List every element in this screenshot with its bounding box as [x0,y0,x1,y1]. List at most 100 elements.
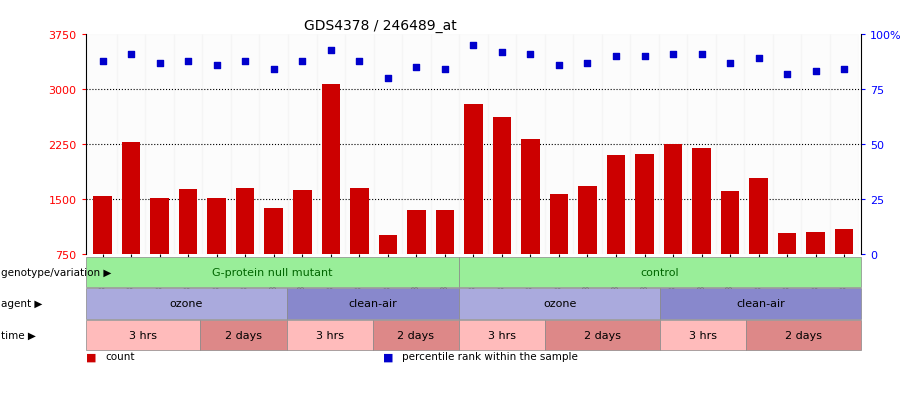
Bar [379,236,397,309]
Text: clean-air: clean-air [736,299,785,309]
Point [266,67,281,74]
Text: genotype/variation ▶: genotype/variation ▶ [1,267,112,278]
Point [808,69,823,76]
Bar [664,145,682,309]
Bar [207,199,226,309]
Bar [716,35,744,254]
Text: ■: ■ [382,351,393,361]
Bar [492,118,511,309]
Bar [407,210,426,309]
Point [552,62,566,69]
Text: ozone: ozone [543,299,576,309]
Bar [573,35,602,254]
Bar [265,208,283,309]
Bar [773,35,801,254]
Bar [293,190,311,309]
Bar [259,35,288,254]
Bar [231,35,259,254]
Title: GDS4378 / 246489_at: GDS4378 / 246489_at [304,19,456,33]
Point [210,62,224,69]
Bar [750,179,768,309]
Point [466,43,481,50]
Text: count: count [105,351,135,361]
Bar [150,199,169,309]
Point [352,58,366,65]
Bar [374,35,402,254]
Bar [122,142,140,309]
Bar [602,35,630,254]
Bar [692,148,711,309]
Bar [721,192,740,309]
Bar [659,35,688,254]
Bar [607,156,625,309]
Point [124,52,139,58]
Text: 3 hrs: 3 hrs [488,330,516,340]
Bar [202,35,231,254]
Bar [744,35,773,254]
Bar [778,234,796,309]
Bar [317,35,345,254]
Bar [459,35,488,254]
Point [152,60,166,67]
Bar [288,35,317,254]
Bar [550,195,568,309]
Point [238,58,252,65]
Bar [146,35,174,254]
Bar [117,35,146,254]
Bar [835,230,853,309]
Bar [488,35,517,254]
Text: 2 days: 2 days [225,330,262,340]
Text: ■: ■ [86,351,96,361]
Bar [321,85,340,309]
Bar [402,35,430,254]
Text: agent ▶: agent ▶ [1,299,42,309]
Text: 2 days: 2 days [398,330,435,340]
Bar [521,140,540,309]
Bar [94,196,112,309]
Point [608,54,623,60]
Point [437,67,452,74]
Text: 2 days: 2 days [584,330,621,340]
Bar [88,35,117,254]
Point [95,58,110,65]
Text: control: control [641,267,680,278]
Bar [544,35,573,254]
Text: 2 days: 2 days [786,330,823,340]
Text: G-protein null mutant: G-protein null mutant [212,267,332,278]
Bar [517,35,544,254]
Text: 3 hrs: 3 hrs [129,330,157,340]
Point [837,67,851,74]
Text: 3 hrs: 3 hrs [689,330,717,340]
Point [723,60,737,67]
Point [580,60,595,67]
Text: clean-air: clean-air [348,299,397,309]
Bar [236,188,255,309]
Point [410,65,424,71]
Point [666,52,680,58]
Point [381,76,395,82]
Bar [345,35,373,254]
Point [295,58,310,65]
Bar [430,35,459,254]
Text: percentile rank within the sample: percentile rank within the sample [402,351,578,361]
Bar [350,188,369,309]
Bar [174,35,203,254]
Bar [688,35,716,254]
Point [181,58,195,65]
Bar [630,35,659,254]
Point [637,54,652,60]
Bar [436,211,454,309]
Point [523,52,537,58]
Bar [578,186,597,309]
Point [324,47,338,54]
Point [780,71,795,78]
Point [695,52,709,58]
Bar [830,35,859,254]
Text: 3 hrs: 3 hrs [316,330,344,340]
Point [752,56,766,62]
Bar [635,155,653,309]
Bar [801,35,830,254]
Point [495,49,509,56]
Bar [464,104,482,309]
Bar [179,190,197,309]
